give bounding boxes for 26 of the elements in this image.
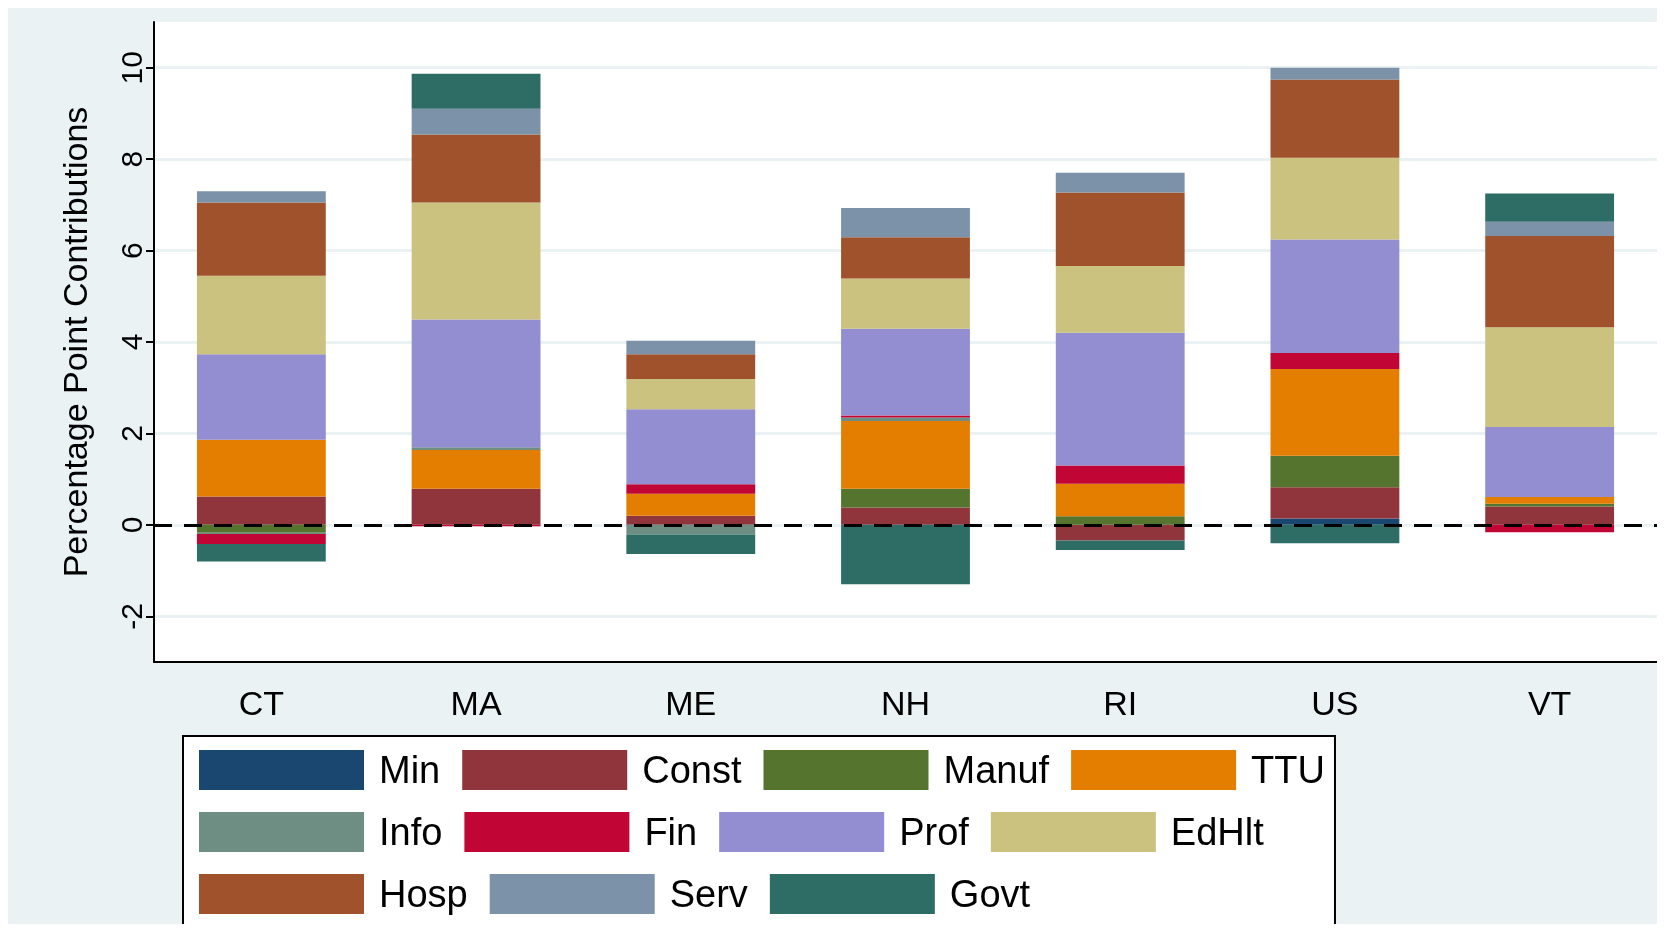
y-tick-label: 4	[114, 333, 148, 351]
y-axis-title: Percentage Point Contributions	[56, 106, 94, 578]
legend-label: Const	[642, 749, 742, 791]
legend-label: TTU	[1251, 749, 1325, 791]
x-tick-label: NH	[880, 684, 931, 722]
legend-label: Fin	[644, 811, 698, 853]
legend-label: Serv	[669, 873, 748, 915]
legend-label: Prof	[899, 811, 970, 853]
x-tick-label: ME	[665, 684, 717, 722]
x-tick-label: MA	[450, 684, 502, 722]
y-tick-label: 10	[114, 51, 148, 85]
x-tick-label: US	[1311, 684, 1359, 722]
y-tick-label: 6	[114, 242, 148, 259]
y-tick-label: 0	[114, 516, 148, 534]
legend-label: Hosp	[379, 873, 468, 915]
x-tick-label: CT	[238, 684, 285, 722]
legend-label: Manuf	[943, 749, 1050, 791]
legend-label: Govt	[949, 873, 1031, 915]
y-tick-label: -2	[114, 602, 148, 630]
x-tick-label: VT	[1527, 684, 1572, 722]
y-tick-label: 2	[114, 425, 148, 442]
legend-label: EdHlt	[1170, 811, 1265, 853]
y-tick-label: 8	[114, 150, 148, 168]
legend-label: Info	[379, 811, 443, 853]
legend-label: Min	[379, 749, 441, 791]
x-tick-label: RI	[1103, 684, 1138, 722]
